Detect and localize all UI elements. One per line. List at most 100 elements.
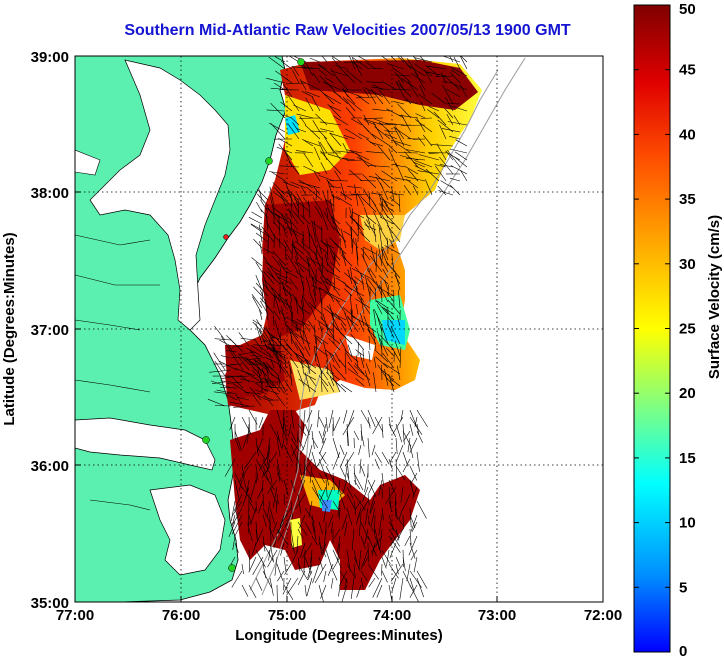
velocity-arrow	[279, 364, 287, 375]
velocity-arrow	[262, 396, 274, 401]
velocity-arrow	[408, 535, 418, 556]
colorbar-tick-label: 45	[679, 62, 696, 79]
velocity-arrow	[416, 570, 428, 589]
y-tick-labels: 39:00 38:00 37:00 36:00 35:00	[31, 49, 69, 612]
velocity-arrow	[214, 360, 226, 377]
velocity-arrow	[367, 514, 370, 526]
velocity-arrow	[292, 69, 300, 84]
velocity-arrow	[272, 255, 281, 267]
velocity-arrow	[374, 451, 382, 464]
velocity-arrow	[238, 479, 243, 491]
velocity-arrow	[262, 535, 266, 552]
velocity-arrow	[414, 63, 433, 77]
velocity-arrow	[241, 486, 253, 503]
velocity-arrow	[300, 80, 321, 91]
velocity-arrow	[319, 89, 335, 105]
velocity-arrow	[409, 465, 418, 481]
velocity-arrow	[324, 291, 341, 303]
velocity-arrow	[311, 451, 317, 469]
velocity-arrow	[325, 479, 328, 498]
velocity-arrow	[317, 409, 320, 428]
velocity-arrow	[337, 542, 341, 562]
velocity-arrow	[378, 275, 389, 285]
velocity-arrow	[435, 75, 454, 77]
velocity-arrow	[303, 152, 314, 168]
velocity-arrow	[454, 151, 468, 161]
velocity-arrow	[276, 146, 293, 154]
velocity-arrow	[397, 103, 412, 119]
velocity-arrow	[353, 500, 357, 516]
velocity-arrow	[278, 215, 281, 237]
velocity-arrow	[399, 114, 419, 119]
velocity-arrow	[211, 381, 226, 384]
velocity-arrow	[396, 365, 401, 381]
velocity-arrow	[357, 193, 365, 207]
velocity-arrow	[385, 376, 395, 387]
velocity-arrow	[288, 423, 292, 437]
velocity-arrow	[370, 192, 384, 196]
velocity-arrow	[322, 423, 327, 437]
velocity-arrow	[234, 507, 239, 521]
velocity-arrow	[237, 396, 250, 401]
velocity-arrow	[413, 161, 426, 168]
velocity-arrow	[329, 132, 342, 147]
velocity-arrow	[299, 514, 306, 529]
velocity-arrow	[325, 416, 328, 432]
velocity-arrow	[350, 266, 353, 279]
velocity-arrow	[424, 70, 433, 84]
velocity-arrow	[345, 351, 353, 363]
velocity-arrow	[304, 423, 313, 445]
velocity-arrow	[301, 299, 305, 321]
velocity-arrow	[225, 394, 238, 401]
velocity-arrow	[318, 584, 324, 602]
velocity-arrow	[276, 458, 281, 476]
velocity-arrow	[378, 514, 383, 536]
velocity-arrow	[325, 549, 333, 569]
velocity-arrow	[332, 416, 334, 432]
velocity-arrow	[295, 296, 299, 315]
velocity-arrow	[395, 81, 405, 98]
velocity-arrow	[351, 237, 354, 255]
velocity-arrow	[294, 298, 305, 315]
velocity-arrow	[280, 101, 293, 112]
velocity-arrow	[229, 401, 250, 407]
velocity-arrow	[324, 254, 329, 267]
velocity-arrow	[403, 185, 412, 196]
velocity-arrow	[300, 361, 317, 375]
velocity-field-south	[230, 410, 420, 590]
velocity-arrow	[346, 98, 363, 112]
velocity-arrow	[364, 370, 371, 387]
velocity-arrow	[276, 521, 285, 535]
velocity-arrow	[368, 335, 371, 351]
velocity-arrow	[325, 81, 335, 91]
x-tick-label: 77:00	[56, 607, 94, 624]
velocity-arrow	[416, 117, 426, 133]
velocity-arrow	[325, 208, 329, 219]
velocity-arrow	[356, 247, 359, 267]
velocity-arrow	[273, 234, 287, 249]
velocity-arrow	[296, 113, 314, 119]
y-tick-label: 36:00	[31, 458, 69, 475]
velocity-arrow	[311, 284, 323, 291]
velocity-arrow	[374, 349, 389, 363]
velocity-arrow	[353, 549, 358, 564]
velocity-arrow	[218, 360, 238, 371]
velocity-arrow	[244, 391, 262, 395]
velocity-arrow	[295, 271, 305, 279]
velocity-arrow	[234, 521, 243, 538]
velocity-arrow	[253, 286, 263, 297]
velocity-arrow	[392, 163, 405, 168]
velocity-arrow	[350, 333, 365, 351]
velocity-arrow	[262, 493, 264, 507]
velocity-arrow	[274, 295, 293, 309]
velocity-arrow	[220, 380, 232, 383]
velocity-arrow	[372, 577, 383, 598]
velocity-arrow	[227, 381, 244, 384]
velocity-arrow	[297, 570, 306, 586]
velocity-arrow	[358, 444, 362, 455]
velocity-arrow	[302, 230, 305, 243]
velocity-arrow	[367, 90, 377, 105]
velocity-arrow	[381, 472, 384, 487]
velocity-arrow	[380, 182, 389, 201]
velocity-arrow	[283, 584, 294, 601]
